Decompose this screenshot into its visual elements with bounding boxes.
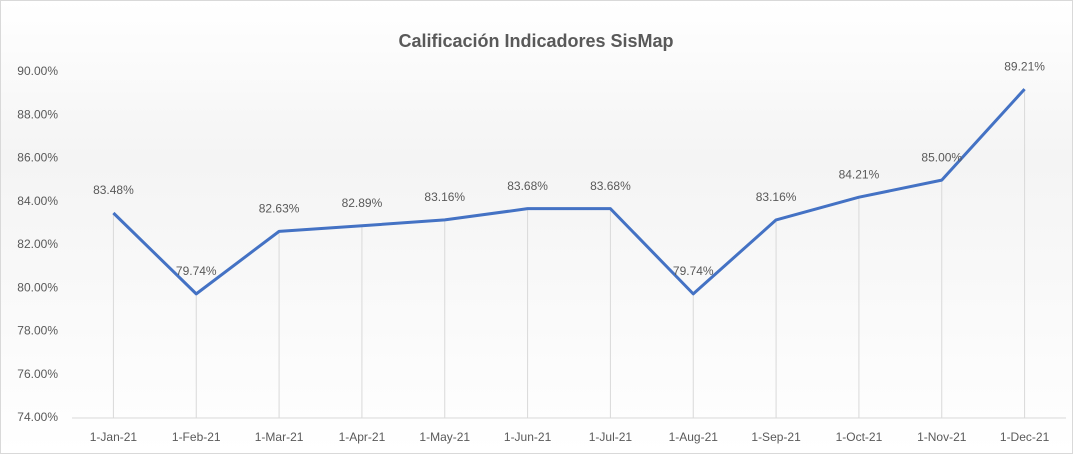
x-tick-label: 1-Sep-21 [751,430,801,444]
data-label: 85.00% [921,150,962,164]
x-tick-label: 1-Mar-21 [255,430,304,444]
x-tick-label: 1-May-21 [419,430,470,444]
y-tick-label: 82.00% [17,237,58,251]
data-line [112,88,1026,296]
y-tick-label: 80.00% [17,280,58,294]
x-tick-label: 1-Jul-21 [589,430,633,444]
y-tick-label: 86.00% [17,151,58,165]
data-label: 82.89% [342,196,383,210]
x-tick-label: 1-Apr-21 [339,430,386,444]
data-label: 83.68% [507,179,548,193]
data-label: 83.68% [590,179,631,193]
y-tick-label: 88.00% [17,107,58,121]
y-tick-label: 90.00% [17,64,58,78]
data-label: 83.16% [424,190,465,204]
chart-title: Calificación Indicadores SisMap [398,31,673,51]
x-tick-label: 1-Feb-21 [172,430,221,444]
x-tick-label: 1-Jan-21 [90,430,138,444]
y-tick-label: 84.00% [17,194,58,208]
x-tick-label: 1-Jun-21 [504,430,552,444]
data-label: 79.74% [176,264,217,278]
data-label: 82.63% [259,202,300,216]
x-tick-label: 1-Dec-21 [1000,430,1050,444]
data-label: 83.48% [93,183,134,197]
data-label: 84.21% [839,167,880,181]
y-tick-label: 74.00% [17,410,58,424]
y-tick-label: 76.00% [17,367,58,381]
x-tick-label: 1-Aug-21 [669,430,719,444]
x-tick-label: 1-Nov-21 [917,430,967,444]
data-label: 83.16% [756,190,797,204]
x-tick-label: 1-Oct-21 [836,430,883,444]
data-label: 79.74% [673,264,714,278]
y-tick-label: 78.00% [17,324,58,338]
data-label: 89.21% [1004,59,1045,73]
